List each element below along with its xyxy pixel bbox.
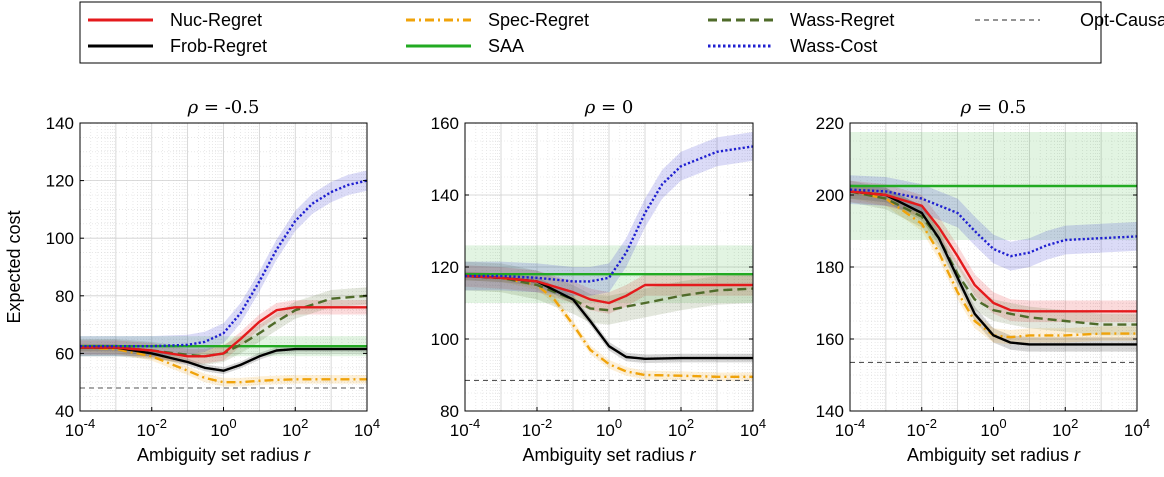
series-layer — [80, 170, 367, 389]
grid — [465, 123, 753, 411]
line-wass-cost — [850, 188, 1137, 258]
legend-label-frob-regret: Frob-Regret — [170, 36, 267, 56]
panel-title: ρ = 0 — [584, 97, 634, 118]
line-wass-regret — [850, 190, 1137, 326]
panel-2: 80 100 120 140 160 10-4 10-2 100 102 104 Ambiguity… — [431, 97, 766, 465]
y-tick-label: 100 — [46, 229, 74, 248]
band-wass-cost — [465, 132, 753, 296]
legend-label-spec-regret: Spec-Regret — [488, 10, 589, 30]
y-tick-label: 120 — [431, 258, 459, 277]
x-tick-label: 10-4 — [835, 416, 865, 440]
line-spec-regret — [80, 346, 367, 384]
band-wass-cost — [850, 175, 1137, 271]
line-wass-regret — [465, 274, 753, 312]
y-tick-label: 80 — [440, 402, 459, 421]
line-nuc-regret — [465, 274, 753, 305]
x-tick-label: 100 — [980, 416, 1006, 440]
y-tick-label: 180 — [816, 258, 844, 277]
line-wass-cost — [465, 145, 753, 283]
y-axis-label: Expected cost — [4, 210, 24, 323]
band-nuc-regret — [80, 300, 367, 364]
legend-label-wass-regret: Wass-Regret — [790, 10, 894, 30]
panel-3: 140 160 180 200 220 10-4 10-2 100 102 104 Ambiguit… — [816, 97, 1150, 465]
x-tick-label: 104 — [354, 416, 380, 440]
x-tick-label: 100 — [210, 416, 236, 440]
y-tick-label: 120 — [46, 172, 74, 191]
y-tick-label: 160 — [816, 330, 844, 349]
line-wass-cost — [80, 179, 367, 348]
x-tick-label: 10-4 — [450, 416, 480, 440]
line-nuc-regret — [850, 190, 1137, 313]
band-frob-regret — [850, 184, 1137, 352]
y-tick-label: 220 — [816, 114, 844, 133]
x-tick-label: 104 — [740, 416, 766, 440]
y-tick-label: 200 — [816, 186, 844, 205]
panel-title: ρ = -0.5 — [187, 97, 260, 118]
x-axis-label: Ambiguity set radius r — [137, 445, 311, 465]
x-tick-label: 10-2 — [907, 416, 937, 440]
series-layer — [465, 132, 753, 382]
band-wass-regret — [850, 180, 1137, 336]
y-tick-label: 100 — [431, 330, 459, 349]
line-frob-regret — [80, 346, 367, 372]
y-tick-label: 40 — [55, 402, 74, 421]
x-tick-label: 10-2 — [522, 416, 552, 440]
grid — [80, 123, 367, 411]
line-spec-regret — [465, 274, 753, 378]
x-tick-label: 10-2 — [137, 416, 167, 440]
y-tick-label: 80 — [55, 287, 74, 306]
x-tick-label: 102 — [1052, 416, 1078, 440]
line-spec-regret — [850, 190, 1137, 339]
grid — [850, 123, 1137, 411]
y-tick-label: 160 — [431, 114, 459, 133]
x-tick-label: 104 — [1124, 416, 1150, 440]
y-tick-label: 140 — [816, 402, 844, 421]
legend-label-opt-causal: Opt-Causal — [1080, 10, 1164, 30]
x-tick-label: 100 — [596, 416, 622, 440]
legend-label-wass-cost: Wass-Cost — [790, 36, 877, 56]
line-frob-regret — [850, 190, 1137, 346]
band-wass-cost — [80, 170, 367, 357]
x-axis-label: Ambiguity set radius r — [907, 445, 1081, 465]
series-layer — [850, 132, 1137, 363]
x-tick-label: 10-4 — [65, 416, 95, 440]
panel-title: ρ = 0.5 — [960, 97, 1027, 118]
x-tick-label: 102 — [282, 416, 308, 440]
line-nuc-regret — [80, 306, 367, 358]
y-tick-label: 140 — [46, 114, 74, 133]
y-tick-label: 60 — [55, 344, 74, 363]
legend-label-nuc-regret: Nuc-Regret — [170, 10, 262, 30]
legend: Nuc-Regret Spec-Regret Wass-Regret Opt-Caus… — [79, 1, 1164, 64]
panel-1: 40 60 80 100 120 140 10-4 10-2 100 102 104 Ambiguit… — [4, 97, 380, 465]
y-tick-label: 140 — [431, 186, 459, 205]
x-axis-label: Ambiguity set radius r — [522, 445, 696, 465]
legend-box — [79, 1, 1102, 64]
x-tick-label: 102 — [668, 416, 694, 440]
legend-label-saa: SAA — [488, 36, 524, 56]
